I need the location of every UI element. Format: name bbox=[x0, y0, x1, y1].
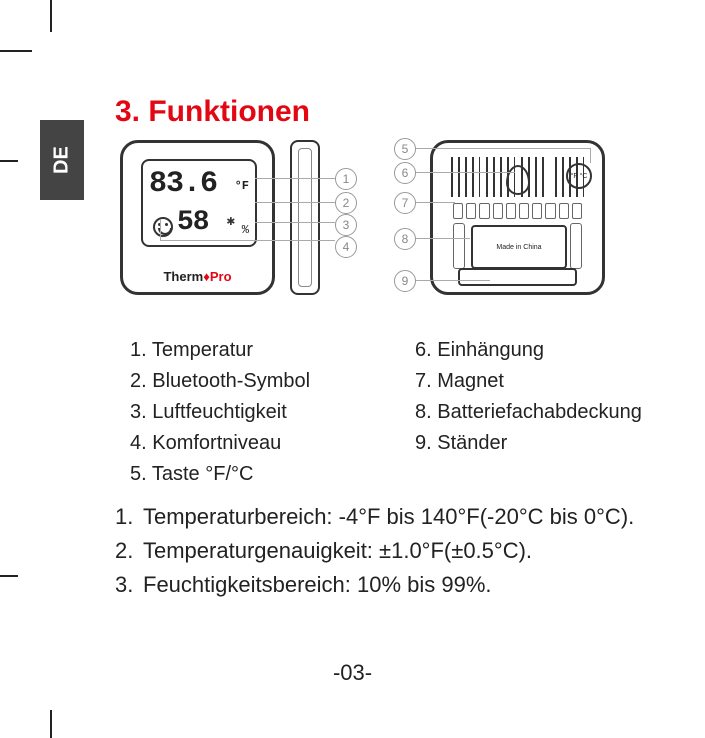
legend-item: 2. Bluetooth-Symbol bbox=[130, 366, 385, 397]
language-tab: DE bbox=[40, 120, 84, 200]
slider-right bbox=[570, 223, 582, 269]
page-number: -03- bbox=[0, 660, 705, 686]
slider-left bbox=[453, 223, 465, 269]
brand-text-2: Pro bbox=[210, 269, 232, 284]
leader-line bbox=[590, 148, 591, 163]
leader-line bbox=[400, 172, 515, 173]
magnet-row bbox=[453, 203, 582, 219]
legend-item: 4. Komfortniveau bbox=[130, 428, 385, 459]
crop-mark bbox=[50, 710, 52, 738]
unit-button: °F °C bbox=[566, 163, 592, 189]
callout-1: 1 bbox=[335, 168, 357, 190]
spec-number: 2. bbox=[115, 534, 143, 568]
legend-item: 3. Luftfeuchtigkeit bbox=[130, 397, 385, 428]
spec-text: Temperaturgenauigkeit: ±1.0°F(±0.5°C). bbox=[143, 534, 532, 568]
device-diagram: 83.6 °F 58 % ✱ Therm♦Pro °F °C Made in C… bbox=[120, 140, 680, 315]
device-front-view: 83.6 °F 58 % ✱ Therm♦Pro bbox=[120, 140, 275, 295]
callout-7: 7 bbox=[394, 192, 416, 214]
legend-col-left: 1. Temperatur 2. Bluetooth-Symbol 3. Luf… bbox=[130, 335, 385, 490]
leader-line bbox=[255, 222, 335, 223]
spec-text: Temperaturbereich: -4°F bis 140°F(-20°C … bbox=[143, 500, 634, 534]
comfort-face-icon bbox=[153, 217, 173, 237]
legend-item: 6. Einhängung bbox=[415, 335, 670, 366]
callout-6: 6 bbox=[394, 162, 416, 184]
brand-label: Therm♦Pro bbox=[123, 269, 272, 284]
leader-line bbox=[255, 178, 335, 179]
spec-number: 1. bbox=[115, 500, 143, 534]
device-side-view bbox=[290, 140, 320, 295]
callout-5: 5 bbox=[394, 138, 416, 160]
crop-mark bbox=[0, 50, 32, 52]
leader-line bbox=[255, 202, 335, 203]
spec-row: 2. Temperaturgenauigkeit: ±1.0°F(±0.5°C)… bbox=[115, 534, 655, 568]
legend-item: 7. Magnet bbox=[415, 366, 670, 397]
battery-cover: Made in China bbox=[471, 225, 567, 269]
brand-flame-icon: ♦ bbox=[203, 269, 210, 284]
spec-row: 1. Temperaturbereich: -4°F bis 140°F(-20… bbox=[115, 500, 655, 534]
legend-item: 1. Temperatur bbox=[130, 335, 385, 366]
device-screen: 83.6 °F 58 % ✱ bbox=[141, 159, 257, 247]
crop-mark bbox=[50, 0, 52, 32]
temperature-reading: 83.6 bbox=[149, 167, 217, 201]
spec-text: Feuchtigkeitsbereich: 10% bis 99%. bbox=[143, 568, 492, 602]
device-back-view: °F °C Made in China bbox=[430, 140, 605, 295]
bluetooth-icon: ✱ bbox=[227, 213, 235, 230]
hanging-hole-icon bbox=[506, 165, 530, 195]
humidity-reading: 58 bbox=[177, 207, 209, 238]
crop-mark bbox=[0, 575, 18, 577]
temperature-unit: °F bbox=[235, 179, 249, 193]
leader-line bbox=[400, 148, 590, 149]
legend-item: 9. Ständer bbox=[415, 428, 670, 459]
spec-number: 3. bbox=[115, 568, 143, 602]
spec-row: 3. Feuchtigkeitsbereich: 10% bis 99%. bbox=[115, 568, 655, 602]
humidity-unit: % bbox=[242, 223, 249, 237]
legend-item: 8. Batteriefachabdeckung bbox=[415, 397, 670, 428]
stand-icon bbox=[458, 268, 577, 286]
callout-8: 8 bbox=[394, 228, 416, 250]
section-heading: 3. Funktionen bbox=[115, 95, 310, 129]
callout-3: 3 bbox=[335, 214, 357, 236]
brand-text-1: Therm bbox=[163, 269, 203, 284]
legend-item: 5. Taste °F/°C bbox=[130, 459, 385, 490]
leader-line bbox=[160, 240, 335, 241]
callout-9: 9 bbox=[394, 270, 416, 292]
crop-mark bbox=[0, 160, 18, 162]
leader-line bbox=[160, 220, 161, 240]
legend: 1. Temperatur 2. Bluetooth-Symbol 3. Luf… bbox=[130, 335, 670, 490]
callout-2: 2 bbox=[335, 192, 357, 214]
callout-4: 4 bbox=[335, 236, 357, 258]
specifications: 1. Temperaturbereich: -4°F bis 140°F(-20… bbox=[115, 500, 655, 602]
legend-col-right: 6. Einhängung 7. Magnet 8. Batteriefacha… bbox=[415, 335, 670, 490]
